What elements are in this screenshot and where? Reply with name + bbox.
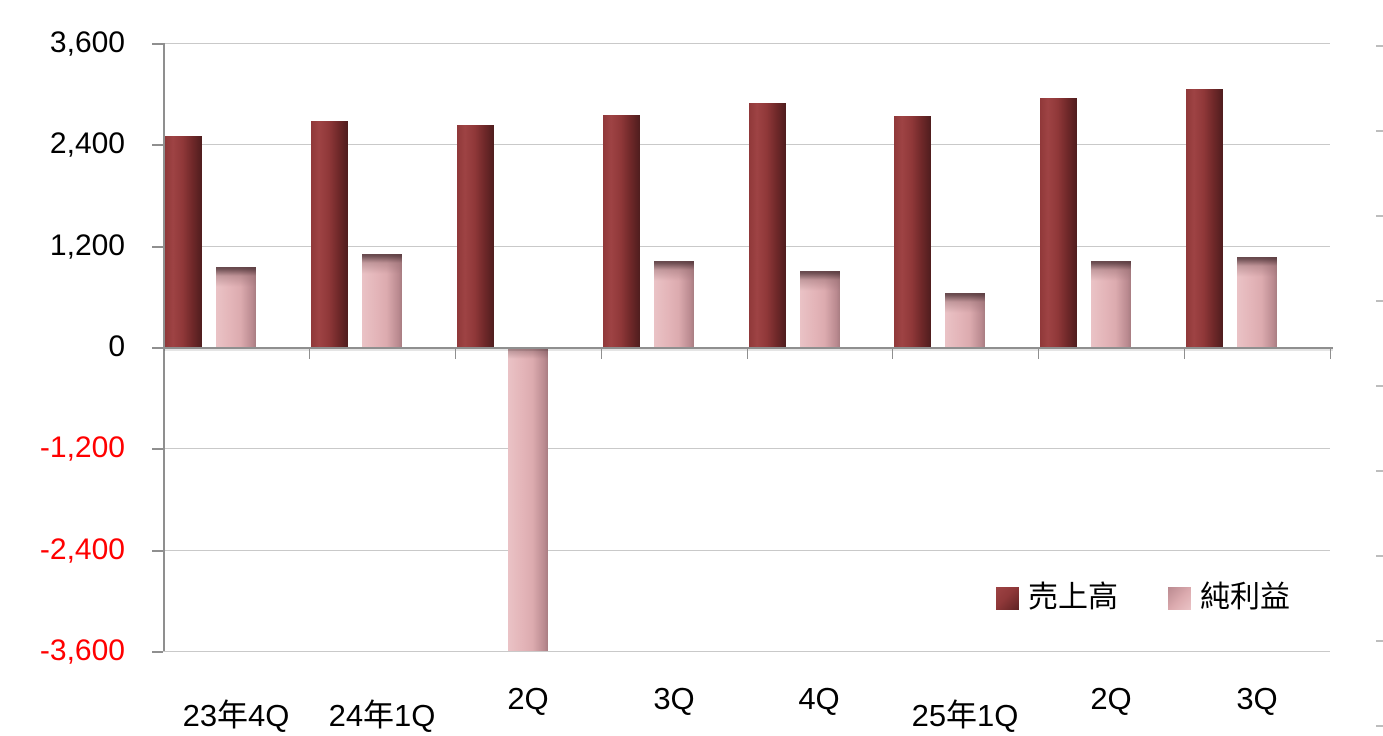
y-axis-tick [152, 246, 163, 248]
sales-bar-2 [457, 125, 494, 347]
profit-series-label: 純利益 [1200, 581, 1290, 614]
sales-bar-7 [1186, 89, 1223, 347]
right-minor-tick [1376, 470, 1383, 472]
y-tick-label: 3,600 [49, 26, 125, 59]
sales-series-label: 売上高 [1028, 581, 1118, 614]
x-category-label: 3Q [653, 681, 695, 716]
x-axis-tick [1184, 349, 1185, 359]
profit-bar-3 [654, 261, 694, 347]
profit-bar-7 [1237, 257, 1277, 347]
profit-bar-4 [800, 271, 840, 347]
legend-item-profit: 純利益 [1168, 582, 1290, 614]
x-axis-tick [1330, 349, 1331, 359]
y-axis-tick [152, 651, 163, 653]
y-tick-label: 2,400 [49, 127, 125, 160]
x-axis-tick [892, 349, 893, 359]
sales-bar-1 [311, 121, 348, 347]
x-category-label: 3Q [1236, 681, 1278, 716]
x-category-label: 24年1Q [328, 698, 436, 733]
x-axis-tick [1038, 349, 1039, 359]
profit-bar-1 [362, 254, 402, 347]
right-minor-tick [1376, 385, 1383, 387]
y-axis-tick [152, 550, 163, 552]
y-axis-tick [152, 448, 163, 450]
y-axis-tick [152, 43, 163, 45]
y-tick-label: 0 [108, 330, 125, 363]
right-minor-tick [1376, 300, 1383, 302]
x-axis-tick [747, 349, 748, 359]
right-minor-tick [1376, 640, 1383, 642]
right-minor-tick [1376, 555, 1383, 557]
gridline [163, 651, 1330, 652]
x-category-label: 2Q [1090, 681, 1132, 716]
sales-bar-4 [749, 103, 786, 347]
sales-bar-3 [603, 115, 640, 347]
gridline [163, 448, 1330, 449]
x-axis-line [163, 347, 1333, 349]
x-axis-tick [309, 349, 310, 359]
legend-item-sales: 売上高 [996, 582, 1118, 614]
gridline [163, 246, 1330, 247]
profit-series-swatch-icon [1168, 586, 1191, 610]
x-axis-tick [601, 349, 602, 359]
x-category-label: 2Q [507, 681, 549, 716]
x-category-label: 23年4Q [182, 698, 290, 733]
profit-bar-0 [216, 267, 256, 347]
sales-bar-0 [165, 136, 202, 347]
x-axis-tick [163, 349, 164, 359]
profit-bar-6 [1091, 261, 1131, 347]
y-tick-label: -2,400 [39, 533, 125, 566]
sales-bar-6 [1040, 98, 1077, 347]
gridline [163, 550, 1330, 551]
y-tick-label: 1,200 [49, 229, 125, 262]
profit-bar-5 [945, 293, 985, 347]
y-tick-label: -1,200 [39, 431, 125, 464]
legend: 売上高 純利益 [996, 582, 1290, 614]
gridline [163, 43, 1330, 44]
right-minor-tick [1376, 130, 1383, 132]
sales-series-swatch-icon [996, 586, 1019, 610]
y-axis-tick [152, 347, 163, 349]
profit-bar-2 [508, 349, 548, 651]
right-minor-tick [1376, 725, 1383, 727]
x-axis-tick [455, 349, 456, 359]
x-category-label: 25年1Q [911, 698, 1019, 733]
y-tick-label: -3,600 [39, 634, 125, 667]
x-category-label: 4Q [798, 681, 840, 716]
right-minor-tick [1376, 45, 1383, 47]
sales-bar-5 [894, 116, 931, 347]
right-minor-tick [1376, 215, 1383, 217]
y-axis-tick [152, 144, 163, 146]
gridline [163, 144, 1330, 145]
